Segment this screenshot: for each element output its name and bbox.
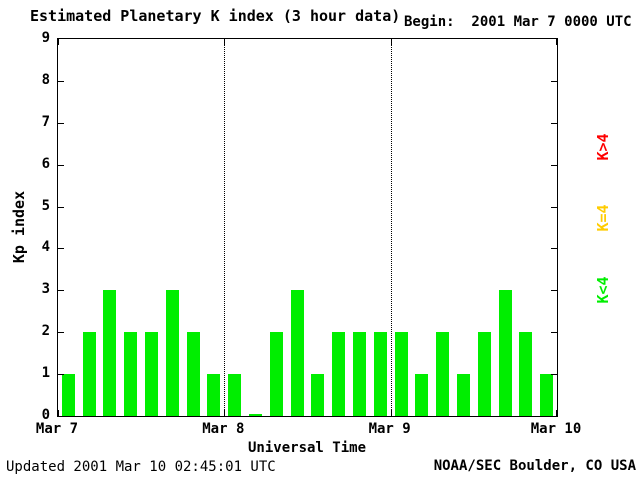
x-tick-mark [556, 410, 557, 416]
kp-bar [186, 332, 200, 416]
x-tick-mark [224, 39, 226, 45]
x-tick-label: Mar 8 [202, 421, 245, 437]
y-tick-label: 2 [41, 323, 50, 340]
kp-bar [145, 332, 159, 416]
y-tick-mark [58, 80, 64, 82]
kp-bar [519, 332, 533, 416]
x-tick-label: Mar 7 [35, 421, 79, 437]
kp-bar [61, 374, 75, 416]
x-tick-label: Mar 9 [368, 421, 411, 437]
y-tick-label: 1 [41, 365, 50, 382]
y-tick-label: 7 [41, 113, 50, 130]
kp-bar [477, 332, 491, 416]
y-tick-mark [58, 332, 64, 334]
kp-bar [540, 374, 554, 416]
x-tick-mark [58, 39, 59, 45]
kp-bar [436, 332, 450, 416]
kp-bar [207, 374, 221, 416]
updated-text: Updated 2001 Mar 10 02:45:01 UTC [6, 459, 276, 475]
y-tick-label: 3 [41, 281, 50, 298]
kp-bar [82, 332, 96, 416]
y-tick-mark [58, 290, 64, 292]
kp-bar [290, 290, 304, 416]
legend-item: K=4 [594, 204, 612, 232]
y-tick-mark [58, 374, 64, 376]
credit-text: NOAA/SEC Boulder, CO USA [433, 458, 636, 474]
y-tick-label: 8 [41, 71, 50, 88]
kp-bar [394, 332, 408, 416]
y-tick-mark [58, 164, 64, 166]
begin-label: Begin: 2001 Mar 7 0000 UTC [404, 14, 632, 30]
y-tick-label: 5 [41, 197, 50, 214]
day-gridline [390, 39, 392, 416]
y-tick-mark [551, 374, 557, 376]
y-tick-mark [551, 206, 557, 208]
kp-bar [373, 332, 387, 416]
kp-bar [228, 374, 242, 416]
x-tick-mark [556, 39, 557, 45]
y-tick-label: 6 [41, 155, 50, 172]
x-tick-mark [390, 39, 392, 45]
kp-bar [311, 374, 325, 416]
y-tick-label: 4 [41, 239, 50, 256]
x-tick-mark [390, 410, 392, 416]
x-tick-label: Mar 10 [530, 421, 582, 437]
y-tick-mark [58, 248, 64, 250]
kp-bar [415, 374, 429, 416]
kp-bar [165, 290, 179, 416]
x-tick-mark [224, 410, 226, 416]
y-tick-mark [551, 290, 557, 292]
y-axis-title: Kp index [10, 190, 28, 264]
kp-bar [249, 414, 263, 416]
legend-item: K>4 [594, 133, 612, 161]
y-tick-label: 9 [41, 30, 50, 46]
x-tick-mark [58, 410, 59, 416]
kp-bar [352, 332, 366, 416]
y-tick-mark [551, 80, 557, 82]
chart-title: Estimated Planetary K index (3 hour data… [30, 7, 401, 25]
y-tick-label: 0 [41, 407, 50, 423]
kp-bar [456, 374, 470, 416]
day-gridline [224, 39, 226, 416]
kp-bar [124, 332, 138, 416]
kp-bar [332, 332, 346, 416]
y-tick-mark [58, 122, 64, 124]
kp-bar [269, 332, 283, 416]
y-tick-mark [551, 122, 557, 124]
y-tick-mark [551, 248, 557, 250]
y-tick-mark [58, 206, 64, 208]
x-axis-title: Universal Time [247, 440, 367, 456]
legend-item: K<4 [594, 276, 612, 304]
y-tick-mark [551, 164, 557, 166]
kp-bar [103, 290, 117, 416]
kp-bar [498, 290, 512, 416]
y-tick-mark [551, 332, 557, 334]
plot-area [57, 38, 558, 417]
